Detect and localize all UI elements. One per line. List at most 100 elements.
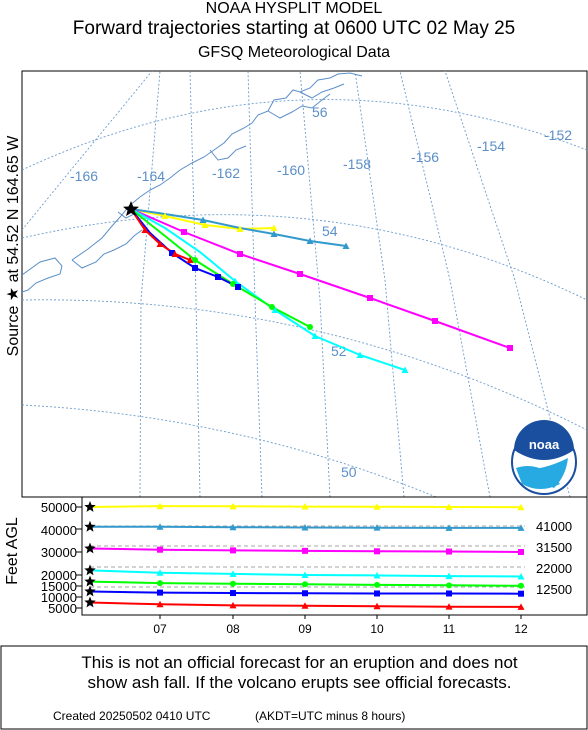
- altitude-point: [229, 523, 237, 531]
- trajectory-markers: [141, 212, 513, 373]
- altitude-point: [302, 547, 308, 554]
- altitude-tick-label: 15000: [41, 579, 77, 594]
- start-star-icon: [84, 501, 96, 512]
- altitude-point: [156, 569, 164, 576]
- noaa-logo: noaa: [511, 420, 577, 495]
- start-star-icon: [84, 596, 96, 608]
- altitude-tick-label: 50000: [41, 500, 77, 515]
- altitude-tick-label: 30000: [41, 545, 77, 560]
- time-tick-label: 09: [298, 622, 312, 636]
- level-labels: 41000 31500 22000 12500: [536, 519, 572, 597]
- altitude-point: [373, 524, 381, 531]
- altitude-point: [517, 603, 525, 610]
- altitude-series: [89, 502, 525, 610]
- level-label: 41000: [536, 519, 572, 534]
- altitude-panel-frame: [81, 496, 588, 616]
- altitude-point: [445, 572, 453, 580]
- disclaimer: This is not an official forecast for an …: [22, 653, 577, 693]
- altitude-point: [157, 580, 163, 587]
- disclaimer-line: This is not an official forecast for an …: [81, 653, 518, 672]
- lat-label: 54: [322, 223, 338, 239]
- disclaimer-frame: [0, 645, 588, 730]
- altitude-point: [446, 582, 452, 589]
- level-label: 12500: [536, 582, 572, 597]
- altitude-point: [374, 581, 380, 588]
- altitude-point: [229, 601, 237, 609]
- altitude-point: [229, 570, 237, 577]
- altitude-tick-label: 5000: [48, 601, 77, 616]
- altitude-point: [374, 590, 380, 597]
- lon-label: -162: [212, 165, 240, 181]
- altitude-point: [301, 503, 309, 510]
- level-label: 31500: [536, 540, 572, 555]
- altitude-tick-label: 40000: [41, 523, 77, 538]
- altitude-point: [445, 524, 453, 531]
- lon-line: [299, 71, 331, 497]
- altitude-point: [445, 503, 453, 510]
- trajectory-cyan: [130, 208, 406, 371]
- model-title: NOAA HYSPLIT MODEL: [205, 0, 383, 17]
- met-data-title: GFSQ Meteorological Data: [197, 44, 391, 61]
- altitude-point: [301, 523, 309, 531]
- altitude-point: [517, 524, 525, 531]
- altitude-tick-label: 20000: [41, 568, 77, 583]
- altitude-point: [518, 582, 524, 589]
- lon-line: [139, 71, 161, 497]
- time-tick-labels: 07 08 09 10 11 12: [153, 622, 528, 636]
- altitude-point: [446, 548, 452, 555]
- altitude-point: [229, 502, 237, 510]
- altitude-point: [517, 503, 525, 511]
- altitude-ticks: [76, 506, 82, 609]
- lat-line: [22, 99, 587, 171]
- altitude-point: [373, 571, 381, 579]
- altitude-point: [446, 590, 452, 597]
- altitude-point: [517, 573, 525, 580]
- source-star-icon: [123, 201, 139, 216]
- grid-labels: -166 -164 -162 -160 -158 -156 -154 -152 …: [70, 104, 572, 480]
- altitude-point: [301, 602, 309, 609]
- lat-line: [22, 299, 587, 431]
- altitude-point: [518, 549, 524, 555]
- altitude-point: [230, 590, 236, 597]
- lat-label: 50: [341, 464, 357, 480]
- trajectory-green: [130, 208, 311, 328]
- altitude-tick-label: 10000: [41, 590, 77, 605]
- start-star-icon: [84, 575, 96, 587]
- created-timestamp: Created 20250502 0410 UTC: [53, 709, 211, 723]
- level-label: 22000: [536, 561, 572, 576]
- start-star-icon: [84, 520, 96, 532]
- start-star-icon: [84, 542, 96, 554]
- lon-label: -160: [277, 162, 305, 178]
- altitude-point: [373, 503, 381, 510]
- altitude-point: [230, 547, 236, 554]
- lon-label: -166: [70, 168, 98, 184]
- altitude-point: [445, 603, 453, 610]
- run-title: Forward trajectories starting at 0600 UT…: [72, 18, 516, 39]
- time-tick-label: 12: [514, 622, 528, 636]
- lon-line: [399, 71, 491, 497]
- time-tick-label: 11: [443, 622, 456, 636]
- trajectory-blue: [130, 208, 239, 288]
- lon-label: -156: [411, 149, 439, 165]
- altitude-tick-labels: 50000 40000 30000 20000 15000 10000 5000: [41, 500, 77, 616]
- time-ticks: [159, 615, 522, 619]
- start-star-icon: [84, 585, 96, 597]
- time-tick-label: 08: [226, 622, 240, 636]
- svg-text:noaa: noaa: [529, 437, 560, 452]
- altitude-point: [374, 548, 380, 555]
- altitude-point: [301, 571, 309, 578]
- lon-label: -154: [477, 138, 505, 154]
- timezone-note: (AKDT=UTC minus 8 hours): [255, 709, 406, 723]
- altitude-point: [302, 581, 308, 588]
- lon-label: -152: [544, 127, 572, 143]
- lon-label: -158: [343, 156, 371, 172]
- lon-line: [247, 71, 263, 497]
- lon-label: -164: [137, 168, 165, 184]
- map-frame: [21, 70, 588, 498]
- start-star-icon: [84, 564, 96, 576]
- lat-line: [22, 214, 587, 301]
- altitude-point: [157, 589, 163, 596]
- disclaimer-line: show ash fall. If the volcano erupts see…: [87, 673, 512, 692]
- altitude-point: [156, 502, 164, 510]
